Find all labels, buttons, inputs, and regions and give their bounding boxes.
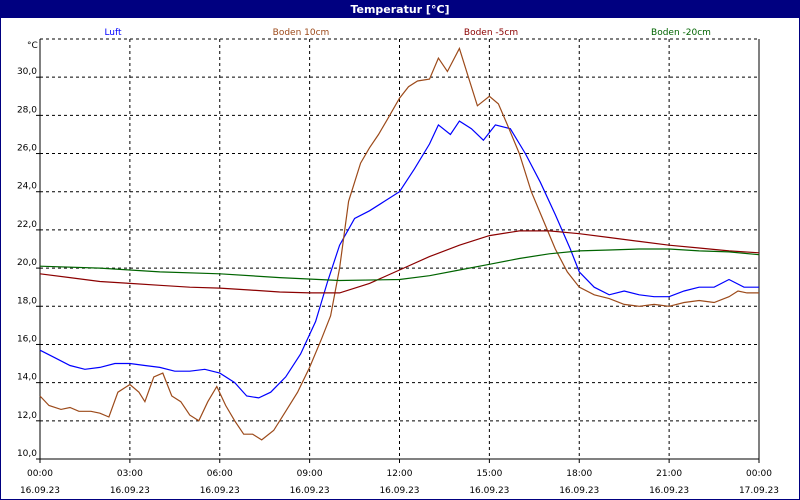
x-tick-time-label: 00:00 [746,469,772,479]
chart-title: Temperatur [°C] [1,1,799,18]
series-line-luft [39,120,759,399]
legend-entry: Luft [104,28,122,38]
y-tick-label: 14,0 [17,373,37,383]
x-tick-time-label: 09:00 [297,469,323,479]
x-tick-date-label: 16.09.23 [469,486,509,496]
y-tick-label: 24,0 [17,182,37,192]
x-tick-time-label: 21:00 [656,469,682,479]
x-tick-date-label: 16.09.23 [200,486,240,496]
x-tick-date-label: 16.09.23 [290,486,330,496]
y-tick-label: 22,0 [17,220,37,230]
x-tick-time-label: 03:00 [117,469,143,479]
series-line-boden-20cm [39,248,760,282]
y-tick-label: 30,0 [17,67,37,77]
x-tick-time-label: 18:00 [566,469,592,479]
x-tick-date-label: 16.09.23 [649,486,689,496]
series-line-boden-10cm [39,46,759,441]
x-tick-time-label: 00:00 [27,469,53,479]
x-tick-date-label: 16.09.23 [559,486,599,496]
x-tick-time-label: 12:00 [387,469,413,479]
y-tick-label: 26,0 [17,144,37,154]
y-tick-label: 20,0 [17,258,37,268]
y-tick-label: 16,0 [17,334,37,344]
series-line-boden-5cm [39,230,760,294]
y-tick-label: 28,0 [17,105,37,115]
x-tick-time-label: 06:00 [207,469,233,479]
y-tick-label: 10,0 [17,449,37,459]
x-tick-date-label: 17.09.23 [739,486,779,496]
y-tick-label: 12,0 [17,411,37,421]
y-tick-label: 18,0 [17,296,37,306]
y-axis-unit-label: °C [27,41,38,51]
x-tick-time-label: 15:00 [476,469,502,479]
x-tick-date-label: 16.09.23 [379,486,419,496]
legend-entry: Boden 10cm [273,28,330,38]
legend-entry: Boden -20cm [651,28,711,38]
legend-entry: Boden -5cm [464,28,518,38]
x-tick-date-label: 16.09.23 [20,486,60,496]
x-tick-date-label: 16.09.23 [110,486,150,496]
